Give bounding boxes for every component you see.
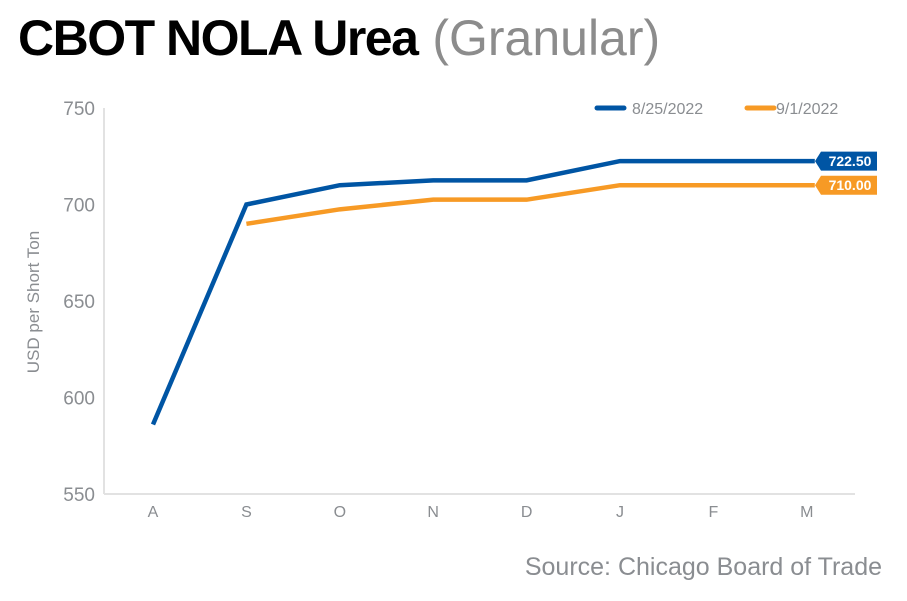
y-tick-label: 700 [63,196,95,217]
series-line-1 [246,182,815,227]
x-tick-label: M [800,504,813,521]
x-tick-label: A [148,504,159,521]
end-labels: 722.50 710.00 [815,151,877,195]
y-tick-label: 550 [63,485,95,506]
source-note: Source: Chicago Board of Trade [524,553,882,581]
x-tick-label: F [709,504,719,521]
chart-title-main: CBOT NOLA Urea [18,10,419,66]
legend: 8/25/2022 9/1/2022 [594,101,838,118]
series-lines [150,158,815,426]
y-axis-label: USD per Short Ton [24,231,43,373]
y-tick-label: 750 [63,99,95,120]
end-label-value-1: 710.00 [829,177,872,193]
legend-label-0: 8/25/2022 [632,101,703,118]
y-tick-label: 600 [63,389,95,410]
x-tick-label: J [616,504,624,521]
end-label-tag-1 [815,175,877,195]
end-label-tag-0 [815,151,877,171]
x-tick-label: D [521,504,533,521]
y-axis-ticks: 550 600 650 700 750 [63,99,95,506]
x-tick-label: O [334,504,346,521]
y-tick-label: 650 [63,292,95,313]
legend-label-1: 9/1/2022 [776,101,838,118]
chart-title-sub: (Granular) [432,10,661,66]
x-tick-label: S [241,504,252,521]
chart-title: CBOT NOLA Urea (Granular) [18,6,660,70]
end-label-value-0: 722.50 [829,153,872,169]
axes [103,108,855,495]
x-tick-label: N [427,504,439,521]
